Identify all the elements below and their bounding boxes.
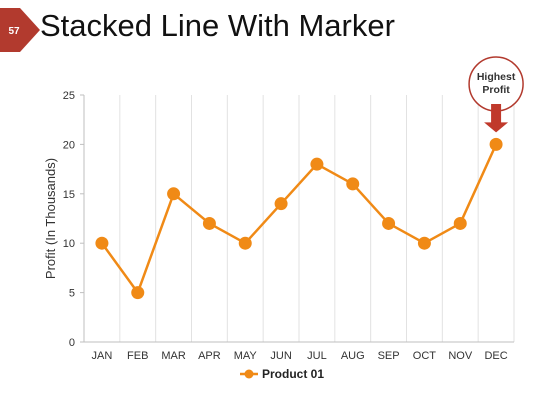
- data-point: [238, 236, 252, 250]
- grid-lines: [83, 95, 515, 342]
- x-tick-label: NOV: [448, 350, 473, 362]
- slide-number-badge: 57: [0, 8, 40, 52]
- data-point: [417, 236, 431, 250]
- axes: 0 5 10 15 20 25 JAN FEB MAR APR MAY JUN JUL AUG SEP OCT…: [43, 90, 514, 362]
- y-axis-title: Profit (In Thousands): [43, 158, 58, 279]
- data-point: [131, 286, 145, 300]
- x-tick-label: MAY: [234, 350, 258, 362]
- data-point: [274, 197, 288, 211]
- callout-text-line1: Highest: [477, 71, 516, 83]
- x-tick-label: AUG: [341, 350, 365, 362]
- data-point: [453, 216, 467, 230]
- x-tick-label: SEP: [378, 350, 400, 362]
- y-tick-label: 25: [63, 90, 75, 102]
- y-tick-label: 0: [69, 337, 75, 349]
- y-tick-label: 5: [69, 288, 75, 300]
- legend-marker: [244, 369, 254, 379]
- badge-shape: [0, 8, 40, 52]
- x-tick-label: FEB: [127, 350, 148, 362]
- series-line: [100, 143, 498, 294]
- x-tick-label: JAN: [92, 350, 113, 362]
- slide-number: 57: [8, 26, 20, 37]
- x-tick-label: DEC: [484, 350, 507, 362]
- callout-text-line2: Profit: [482, 84, 510, 96]
- data-point: [382, 216, 396, 230]
- data-point: [489, 137, 503, 151]
- slide-title: Stacked Line With Marker: [40, 8, 395, 43]
- data-point: [310, 157, 324, 171]
- down-arrow-icon: [484, 104, 509, 133]
- y-tick-label: 20: [63, 139, 75, 151]
- series-product-01: [95, 137, 503, 300]
- data-point: [346, 177, 360, 191]
- legend-label: Product 01: [262, 367, 324, 381]
- x-tick-label: OCT: [413, 350, 437, 362]
- x-tick-label: APR: [198, 350, 221, 362]
- x-tick-label: MAR: [161, 350, 186, 362]
- y-tick-label: 15: [63, 189, 75, 201]
- legend: Product 01: [240, 367, 324, 381]
- x-tick-label: JUN: [270, 350, 291, 362]
- data-point: [202, 216, 216, 230]
- x-tick-label: JUL: [307, 350, 327, 362]
- data-point: [167, 187, 181, 201]
- data-point: [95, 236, 109, 250]
- y-tick-label: 10: [63, 238, 75, 250]
